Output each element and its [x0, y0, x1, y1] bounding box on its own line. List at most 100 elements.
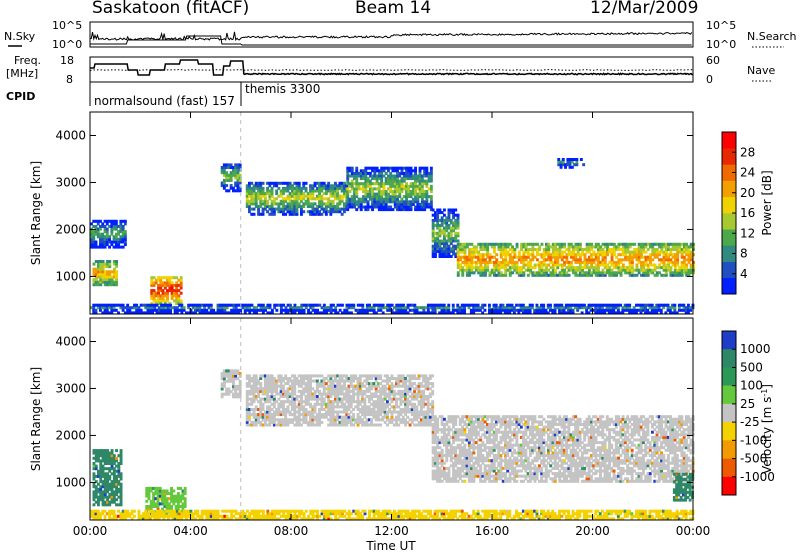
power-cell [161, 289, 165, 293]
velocity-cell [115, 493, 118, 496]
power-cell [293, 189, 297, 193]
velocity-cell [329, 405, 333, 409]
velocity-cell [356, 420, 360, 424]
power-cell [474, 248, 478, 251]
power-cell [225, 311, 229, 315]
power-cell [658, 245, 661, 249]
power-cell [108, 278, 112, 282]
power-cell [106, 270, 109, 274]
power-cell [585, 250, 589, 254]
power-cell [612, 248, 616, 251]
velocity-cell [92, 477, 96, 481]
power-cell [551, 255, 555, 259]
power-cell [658, 263, 661, 267]
power-cell [597, 248, 600, 251]
power-cell [227, 189, 231, 193]
power-cell [170, 276, 174, 280]
power-cell [393, 205, 397, 209]
power-cell [583, 248, 587, 251]
power-cell [282, 212, 285, 216]
power-cell [173, 308, 177, 312]
power-cell [608, 250, 612, 254]
velocity-cell [361, 392, 364, 396]
power-cell [668, 311, 672, 315]
power-cell [680, 242, 684, 246]
power-cell [250, 181, 254, 185]
velocity-cell [268, 379, 272, 383]
power-region-1 [90, 219, 127, 249]
power-cell [506, 303, 509, 307]
power-cell [209, 311, 213, 315]
power-cell [92, 245, 96, 249]
velocity-cell [248, 397, 251, 401]
power-cell [207, 306, 211, 310]
power-cell [594, 242, 598, 246]
power-cell [377, 306, 381, 310]
power-cell [324, 202, 328, 206]
velocity-cell [397, 410, 401, 414]
power-cell [526, 250, 530, 254]
velocity-cell [300, 418, 303, 422]
power-cell [309, 184, 312, 188]
power-cell [248, 192, 251, 196]
velocity-cell [404, 379, 407, 383]
power-cell [414, 184, 417, 188]
power-ytick-label-2: 3000 [55, 175, 86, 189]
power-cell [468, 258, 471, 262]
power-cell [438, 244, 442, 248]
power-cell [336, 303, 340, 307]
velocity-cell [282, 410, 285, 414]
velocity-cell [381, 405, 385, 409]
power-cell [291, 199, 294, 203]
velocity-cell [343, 397, 346, 401]
power-cell [502, 253, 505, 257]
power-colorbar-segment-6 [722, 180, 736, 198]
power-cell [524, 268, 528, 272]
velocity-cell [92, 464, 96, 468]
power-cell [163, 291, 167, 295]
power-cell [472, 271, 476, 275]
velocity-cell [352, 400, 355, 404]
power-cell [420, 205, 424, 209]
power-cell [416, 179, 420, 183]
power-cell [436, 249, 440, 253]
power-cell [687, 303, 690, 307]
power-cell [472, 266, 476, 270]
velocity-cell [92, 490, 96, 494]
power-cell [594, 306, 598, 310]
power-cell [348, 205, 352, 209]
power-cell [558, 303, 561, 307]
power-cell [123, 240, 127, 244]
velocity-cell [117, 503, 121, 507]
power-cell [537, 308, 541, 312]
velocity-cell [309, 413, 312, 417]
velocity-cell [275, 423, 279, 427]
velocity-cell [345, 408, 349, 411]
power-cell [564, 311, 568, 315]
power-cell [660, 248, 664, 251]
velocity-cell [288, 384, 292, 388]
power-cell [658, 271, 661, 275]
power-cell [515, 271, 519, 275]
power-cell [373, 171, 377, 175]
power-cell [499, 260, 503, 264]
power-cell [261, 181, 265, 185]
velocity-cell [304, 413, 308, 417]
power-cell [375, 205, 379, 209]
velocity-cell [318, 402, 321, 406]
velocity-cell [381, 418, 385, 422]
velocity-cell [388, 402, 392, 406]
power-cell [433, 311, 437, 315]
power-cell [407, 205, 411, 209]
power-cell [324, 197, 328, 201]
power-cell [429, 174, 433, 178]
power-cell [166, 299, 169, 303]
power-cell [334, 197, 337, 201]
velocity-cell [386, 410, 389, 414]
power-cell [676, 253, 680, 257]
power-cell [382, 174, 386, 178]
velocity-cell [363, 402, 367, 406]
power-cell [363, 311, 367, 315]
velocity-cell [338, 374, 342, 378]
power-cell [601, 263, 605, 267]
